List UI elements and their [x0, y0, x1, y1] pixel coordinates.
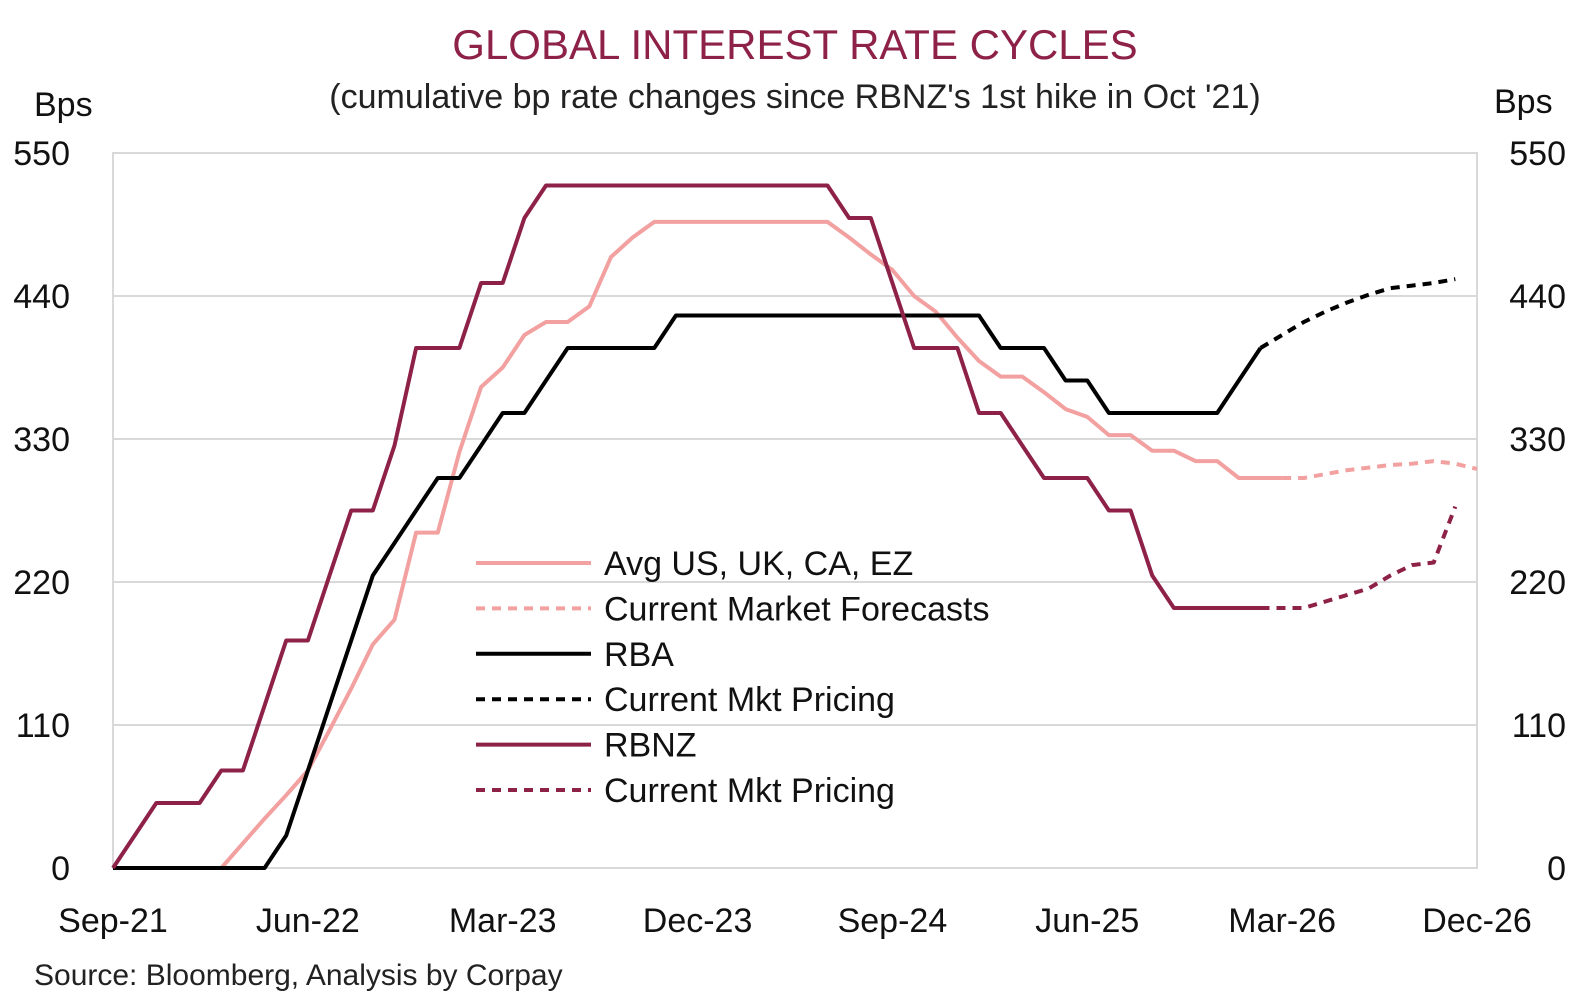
x-tick-label: Mar-26 [1228, 902, 1336, 940]
y-tick-label-left: 220 [13, 564, 70, 602]
chart-title: GLOBAL INTEREST RATE CYCLES [452, 21, 1137, 68]
y-ticks-right: 0 110 220 330 440 550 [1509, 135, 1566, 888]
legend-label: Current Mkt Pricing [604, 681, 895, 719]
x-tick-label: Sep-21 [58, 902, 168, 940]
y-tick-label-left: 550 [13, 135, 70, 173]
y-tick-label-right: 330 [1509, 421, 1566, 459]
source-note: Source: Bloomberg, Analysis by Corpay [34, 959, 563, 992]
chart-subtitle: (cumulative bp rate changes since RBNZ's… [329, 78, 1260, 116]
x-tick-label: Sep-24 [838, 902, 948, 940]
y-tick-label-right: 550 [1509, 135, 1566, 173]
y-tick-label-left: 110 [16, 707, 70, 745]
y-tick-label-right: 110 [1512, 707, 1566, 745]
x-tick-label: Jun-22 [256, 902, 360, 940]
y-tick-label-left: 0 [51, 850, 70, 888]
legend-label: Current Mkt Pricing [604, 772, 895, 810]
y-tick-label-left: 440 [13, 278, 70, 316]
y-tick-label-right: 220 [1509, 564, 1566, 602]
x-tick-label: Dec-26 [1422, 902, 1532, 940]
x-tick-label: Jun-25 [1035, 902, 1139, 940]
x-tick-label: Dec-23 [643, 902, 753, 940]
y-tick-label-left: 330 [13, 421, 70, 459]
series-line-1 [1282, 459, 1478, 480]
legend-label: Avg US, UK, CA, EZ [604, 545, 913, 583]
series-line-3 [1259, 277, 1456, 350]
y-ticks-left: 0 110 220 330 440 550 [13, 135, 70, 888]
series-line-0 [113, 219, 1283, 870]
legend: Avg US, UK, CA, EZ Current Market Forecas… [476, 545, 989, 810]
x-ticks: Sep-21 Jun-22 Mar-23 Dec-23 Sep-24 Jun-25 Mar-… [58, 902, 1532, 940]
series-line-4 [111, 183, 1261, 870]
series-line-5 [1260, 505, 1458, 610]
legend-label: RBA [604, 636, 674, 674]
y-tick-label-right: 440 [1509, 278, 1566, 316]
y-axis-label-right: Bps [1494, 83, 1553, 121]
x-tick-label: Mar-23 [449, 902, 557, 940]
gridlines [113, 295, 1477, 726]
legend-label: RBNZ [604, 727, 697, 765]
y-tick-label-right: 0 [1547, 850, 1566, 888]
y-axis-label-left: Bps [34, 86, 93, 124]
series-line-2 [113, 313, 1263, 870]
legend-label: Current Market Forecasts [604, 590, 989, 628]
series [111, 183, 1478, 870]
plot-frame [112, 152, 1478, 869]
